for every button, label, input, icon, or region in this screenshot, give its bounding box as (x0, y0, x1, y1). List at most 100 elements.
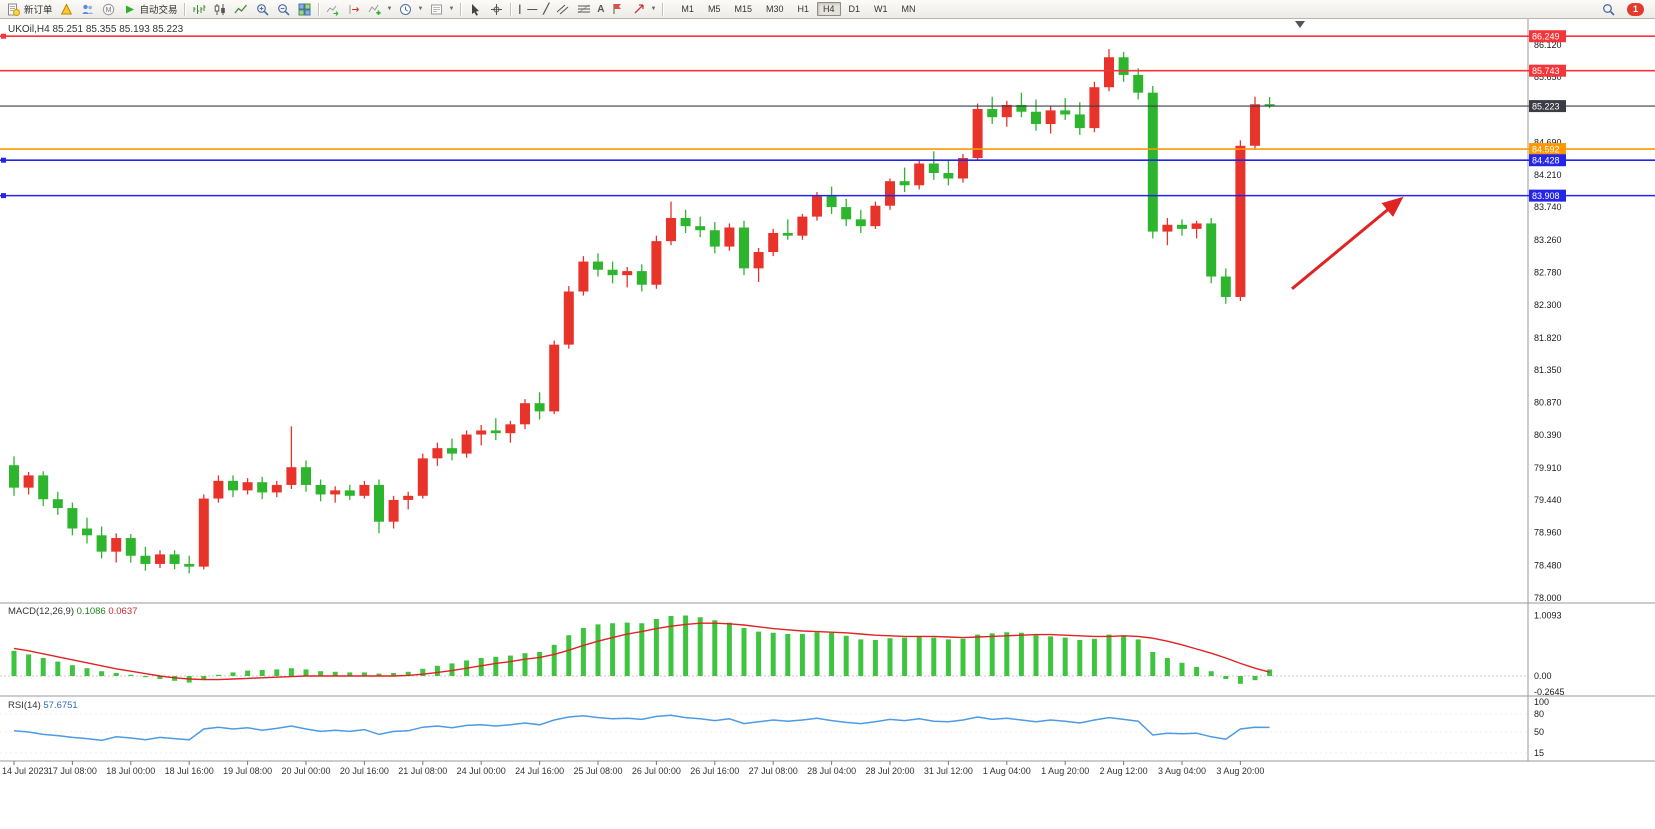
timeframe-button-m5[interactable]: M5 (707, 4, 721, 14)
svg-text:81.820: 81.820 (1534, 333, 1562, 343)
price-label-box (1529, 154, 1566, 167)
overlay-lines (0, 33, 1655, 199)
label-tool-icon[interactable] (607, 1, 628, 18)
zoom-in-icon[interactable] (252, 1, 273, 18)
price-label-box (1529, 189, 1566, 202)
svg-text:81.350: 81.350 (1534, 365, 1562, 375)
svg-text:20 Jul 16:00: 20 Jul 16:00 (340, 766, 389, 776)
chart-ohlc-values: 85.251 85.355 85.193 85.223 (52, 24, 184, 35)
toolbar-right: 1 (1598, 1, 1652, 18)
svg-text:18 Jul 16:00: 18 Jul 16:00 (165, 766, 214, 776)
alerts-icon[interactable] (56, 1, 77, 18)
svg-text:1.0093: 1.0093 (1534, 610, 1562, 620)
arrows-tool-button[interactable]: ▼ (628, 0, 659, 18)
timeframe-group: M1 M5 M15 M30 H1 H4 D1 W1 MN (675, 2, 921, 16)
svg-text:15: 15 (1534, 748, 1544, 758)
search-icon[interactable] (1598, 1, 1619, 18)
line-handle[interactable] (1, 33, 6, 39)
svg-text:21 Jul 08:00: 21 Jul 08:00 (398, 766, 447, 776)
timeframe-button-m1[interactable]: M1 (681, 4, 694, 14)
templates-caret-icon: ▼ (448, 6, 455, 12)
chart-shift-icon[interactable] (344, 1, 365, 18)
toolbar-separator (510, 2, 513, 16)
chart-title: UKOil,H4 85.251 85.355 85.193 85.223 (8, 24, 183, 35)
price-label-text: 83.908 (1532, 191, 1560, 201)
line-chart-mode-icon[interactable] (231, 1, 252, 18)
svg-text:1 Aug 04:00: 1 Aug 04:00 (983, 766, 1031, 776)
toolbar-separator (183, 2, 186, 16)
line-handle[interactable] (1, 193, 6, 199)
macd-histogram (11, 615, 1273, 684)
timeframe-button-mn[interactable]: MN (901, 4, 916, 14)
svg-text:83.260: 83.260 (1534, 235, 1562, 245)
notifications-badge[interactable]: 1 (1627, 2, 1644, 16)
svg-text:26 Jul 16:00: 26 Jul 16:00 (690, 766, 739, 776)
svg-text:82.780: 82.780 (1534, 267, 1562, 277)
periods-caret-icon: ▼ (417, 6, 424, 12)
timeframe-button-m30[interactable]: M30 (765, 4, 784, 14)
svg-text:28 Jul 04:00: 28 Jul 04:00 (807, 766, 856, 776)
indicators-button[interactable]: ▼ (365, 0, 396, 18)
svg-text:78.960: 78.960 (1534, 528, 1562, 538)
indicators-caret-icon: ▼ (386, 6, 393, 12)
svg-text:86.120: 86.120 (1534, 40, 1562, 50)
tile-windows-icon[interactable] (294, 1, 315, 18)
templates-icon (429, 2, 444, 17)
candlestick-mode-icon[interactable] (210, 1, 231, 18)
timeframe-button-d1[interactable]: D1 (848, 4, 861, 14)
vertical-line-tool-icon[interactable]: | (518, 3, 522, 15)
timeframe-button-m15[interactable]: M15 (734, 4, 752, 14)
crosshair-icon[interactable] (486, 1, 507, 18)
candlesticks (9, 49, 1275, 574)
timeframe-button-h4[interactable]: H4 (817, 2, 841, 16)
price-label-text: 85.223 (1532, 102, 1560, 112)
clock-icon (398, 2, 413, 17)
line-handle[interactable] (1, 157, 6, 163)
auto-scroll-icon[interactable] (323, 1, 344, 18)
text-tool-icon[interactable]: A (597, 3, 605, 15)
svg-text:18 Jul 00:00: 18 Jul 00:00 (106, 766, 155, 776)
macd-main-value: 0.1086 (76, 606, 106, 617)
zoom-out-icon[interactable] (273, 1, 294, 18)
timeframe-button-h1[interactable]: H1 (797, 4, 809, 14)
svg-text:3 Aug 04:00: 3 Aug 04:00 (1158, 766, 1206, 776)
macd-signal-value: 0.0637 (108, 606, 138, 617)
bar-chart-mode-icon[interactable] (189, 1, 210, 18)
auto-trading-label: 自动交易 (139, 5, 178, 16)
arrows-caret-icon: ▼ (650, 6, 657, 12)
new-order-button[interactable]: 新订单 (3, 0, 56, 18)
price-scale[interactable]: 86.120 85.650 84.690 84.210 83.740 83.260 82.7… (1534, 40, 1565, 758)
templates-button[interactable]: ▼ (426, 0, 457, 18)
mql5-icon[interactable]: M (98, 1, 119, 18)
auto-trading-button[interactable]: 自动交易 (119, 0, 181, 18)
svg-text:3 Aug 20:00: 3 Aug 20:00 (1216, 766, 1264, 776)
toolbar-separator (460, 2, 463, 16)
cursor-icon[interactable] (465, 1, 486, 18)
time-axis[interactable]: 14 Jul 2023 17 Jul 08:00 18 Jul 00:00 18 Ju… (2, 761, 1264, 776)
rsi-indicator-label: RSI(14) 57.6751 (8, 700, 78, 711)
svg-text:17 Jul 08:00: 17 Jul 08:00 (48, 766, 97, 776)
chart-shift-marker[interactable] (1295, 21, 1305, 28)
fibonacci-tool-icon[interactable] (573, 1, 594, 18)
svg-text:84.210: 84.210 (1534, 170, 1562, 180)
rsi-name: RSI(14) (8, 700, 41, 711)
price-label-text: 86.249 (1532, 32, 1560, 42)
trend-arrow[interactable] (1291, 196, 1404, 290)
svg-text:24 Jul 00:00: 24 Jul 00:00 (457, 766, 506, 776)
trendline-tool-icon[interactable]: ╱ (543, 3, 550, 15)
price-label-box (1529, 64, 1566, 77)
horizontal-line-tool-icon[interactable]: — (527, 3, 538, 15)
price-label-text: 84.428 (1532, 156, 1560, 166)
svg-text:100: 100 (1534, 697, 1549, 707)
community-icon[interactable] (77, 1, 98, 18)
price-label-text: 84.592 (1532, 145, 1560, 155)
toolbar-separator (317, 2, 320, 16)
rsi-line (13, 714, 1270, 742)
periods-button[interactable]: ▼ (395, 0, 426, 18)
timeframe-button-w1[interactable]: W1 (874, 4, 888, 14)
svg-text:80: 80 (1534, 709, 1544, 719)
chart-canvas[interactable]: 86.120 85.650 84.690 84.210 83.740 83.260 82.7… (0, 18, 1655, 829)
channel-tool-icon[interactable] (552, 1, 573, 18)
macd-name: MACD(12,26,9) (8, 606, 74, 617)
